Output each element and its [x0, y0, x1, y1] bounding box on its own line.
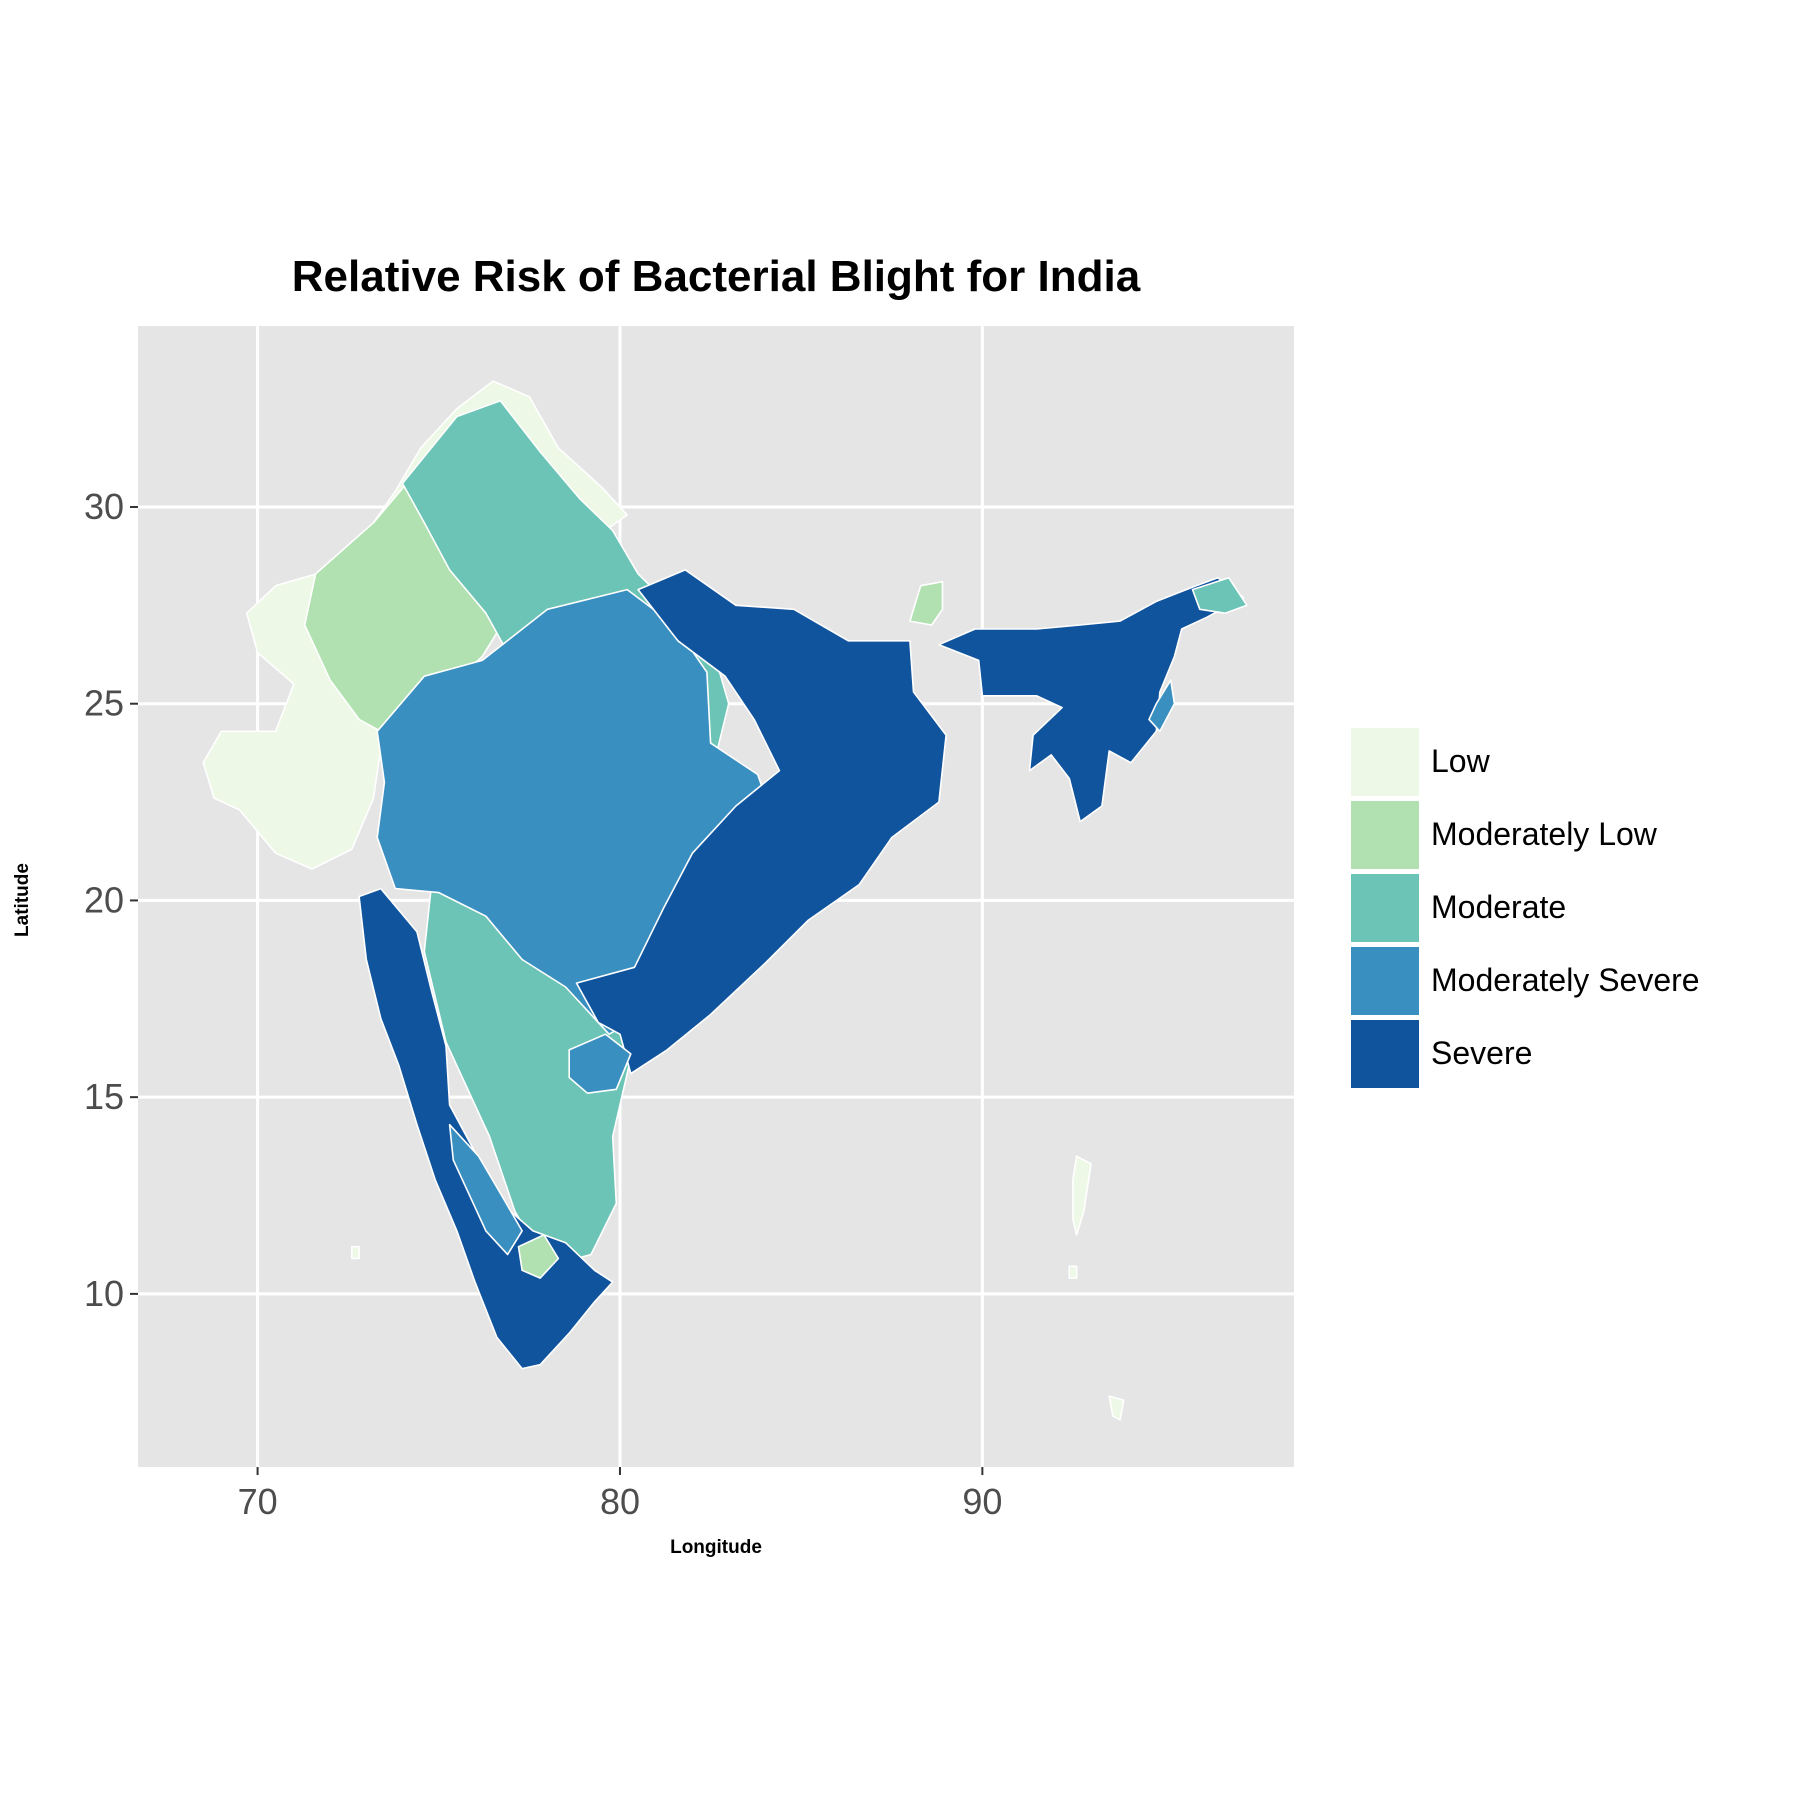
legend-key [1351, 800, 1419, 869]
legend-label: Severe [1431, 1035, 1533, 1071]
map-region [575, 569, 947, 1075]
legend-label: Moderately Severe [1431, 962, 1700, 998]
map-region [1191, 577, 1248, 614]
map-region [1148, 679, 1176, 733]
legend-label: Moderately Low [1431, 816, 1657, 852]
legend-key [1351, 1019, 1419, 1088]
x-tick-label: 80 [600, 1481, 640, 1522]
x-tick-label: 90 [962, 1481, 1002, 1522]
map-region [1072, 1155, 1092, 1236]
map-region [1108, 1395, 1125, 1421]
legend-item: Low [1351, 725, 1700, 798]
map-region [568, 1033, 632, 1094]
legend-key [1351, 946, 1419, 1015]
map-region [1068, 1265, 1078, 1279]
y-tick-label: 20 [84, 879, 124, 920]
x-tick-label: 70 [238, 1481, 278, 1522]
y-axis-title: Latitude [12, 863, 33, 937]
map-regions [202, 380, 1248, 1421]
y-tick-label: 30 [84, 486, 124, 527]
chart-title: Relative Risk of Bacterial Blight for In… [291, 252, 1141, 301]
legend-key [1351, 727, 1419, 796]
legend: Low Moderately Low Moderate Moderately Seve… [1351, 725, 1700, 1090]
y-tick-label: 15 [84, 1076, 124, 1117]
map-region [938, 577, 1245, 823]
legend-item: Severe [1351, 1017, 1700, 1090]
legend-item: Moderately Severe [1351, 944, 1700, 1017]
legend-label: Low [1431, 743, 1490, 779]
y-tick-label: 25 [84, 683, 124, 724]
map-region [517, 1234, 560, 1279]
map-region [448, 1123, 523, 1256]
legend-item: Moderately Low [1351, 798, 1700, 871]
x-axis-title: Longitude [670, 1537, 762, 1558]
legend-item: Moderate [1351, 871, 1700, 944]
y-tick-label: 10 [84, 1273, 124, 1314]
map-region [351, 1245, 360, 1260]
map-region [909, 580, 944, 626]
legend-label: Moderate [1431, 889, 1567, 925]
legend-key [1351, 873, 1419, 942]
